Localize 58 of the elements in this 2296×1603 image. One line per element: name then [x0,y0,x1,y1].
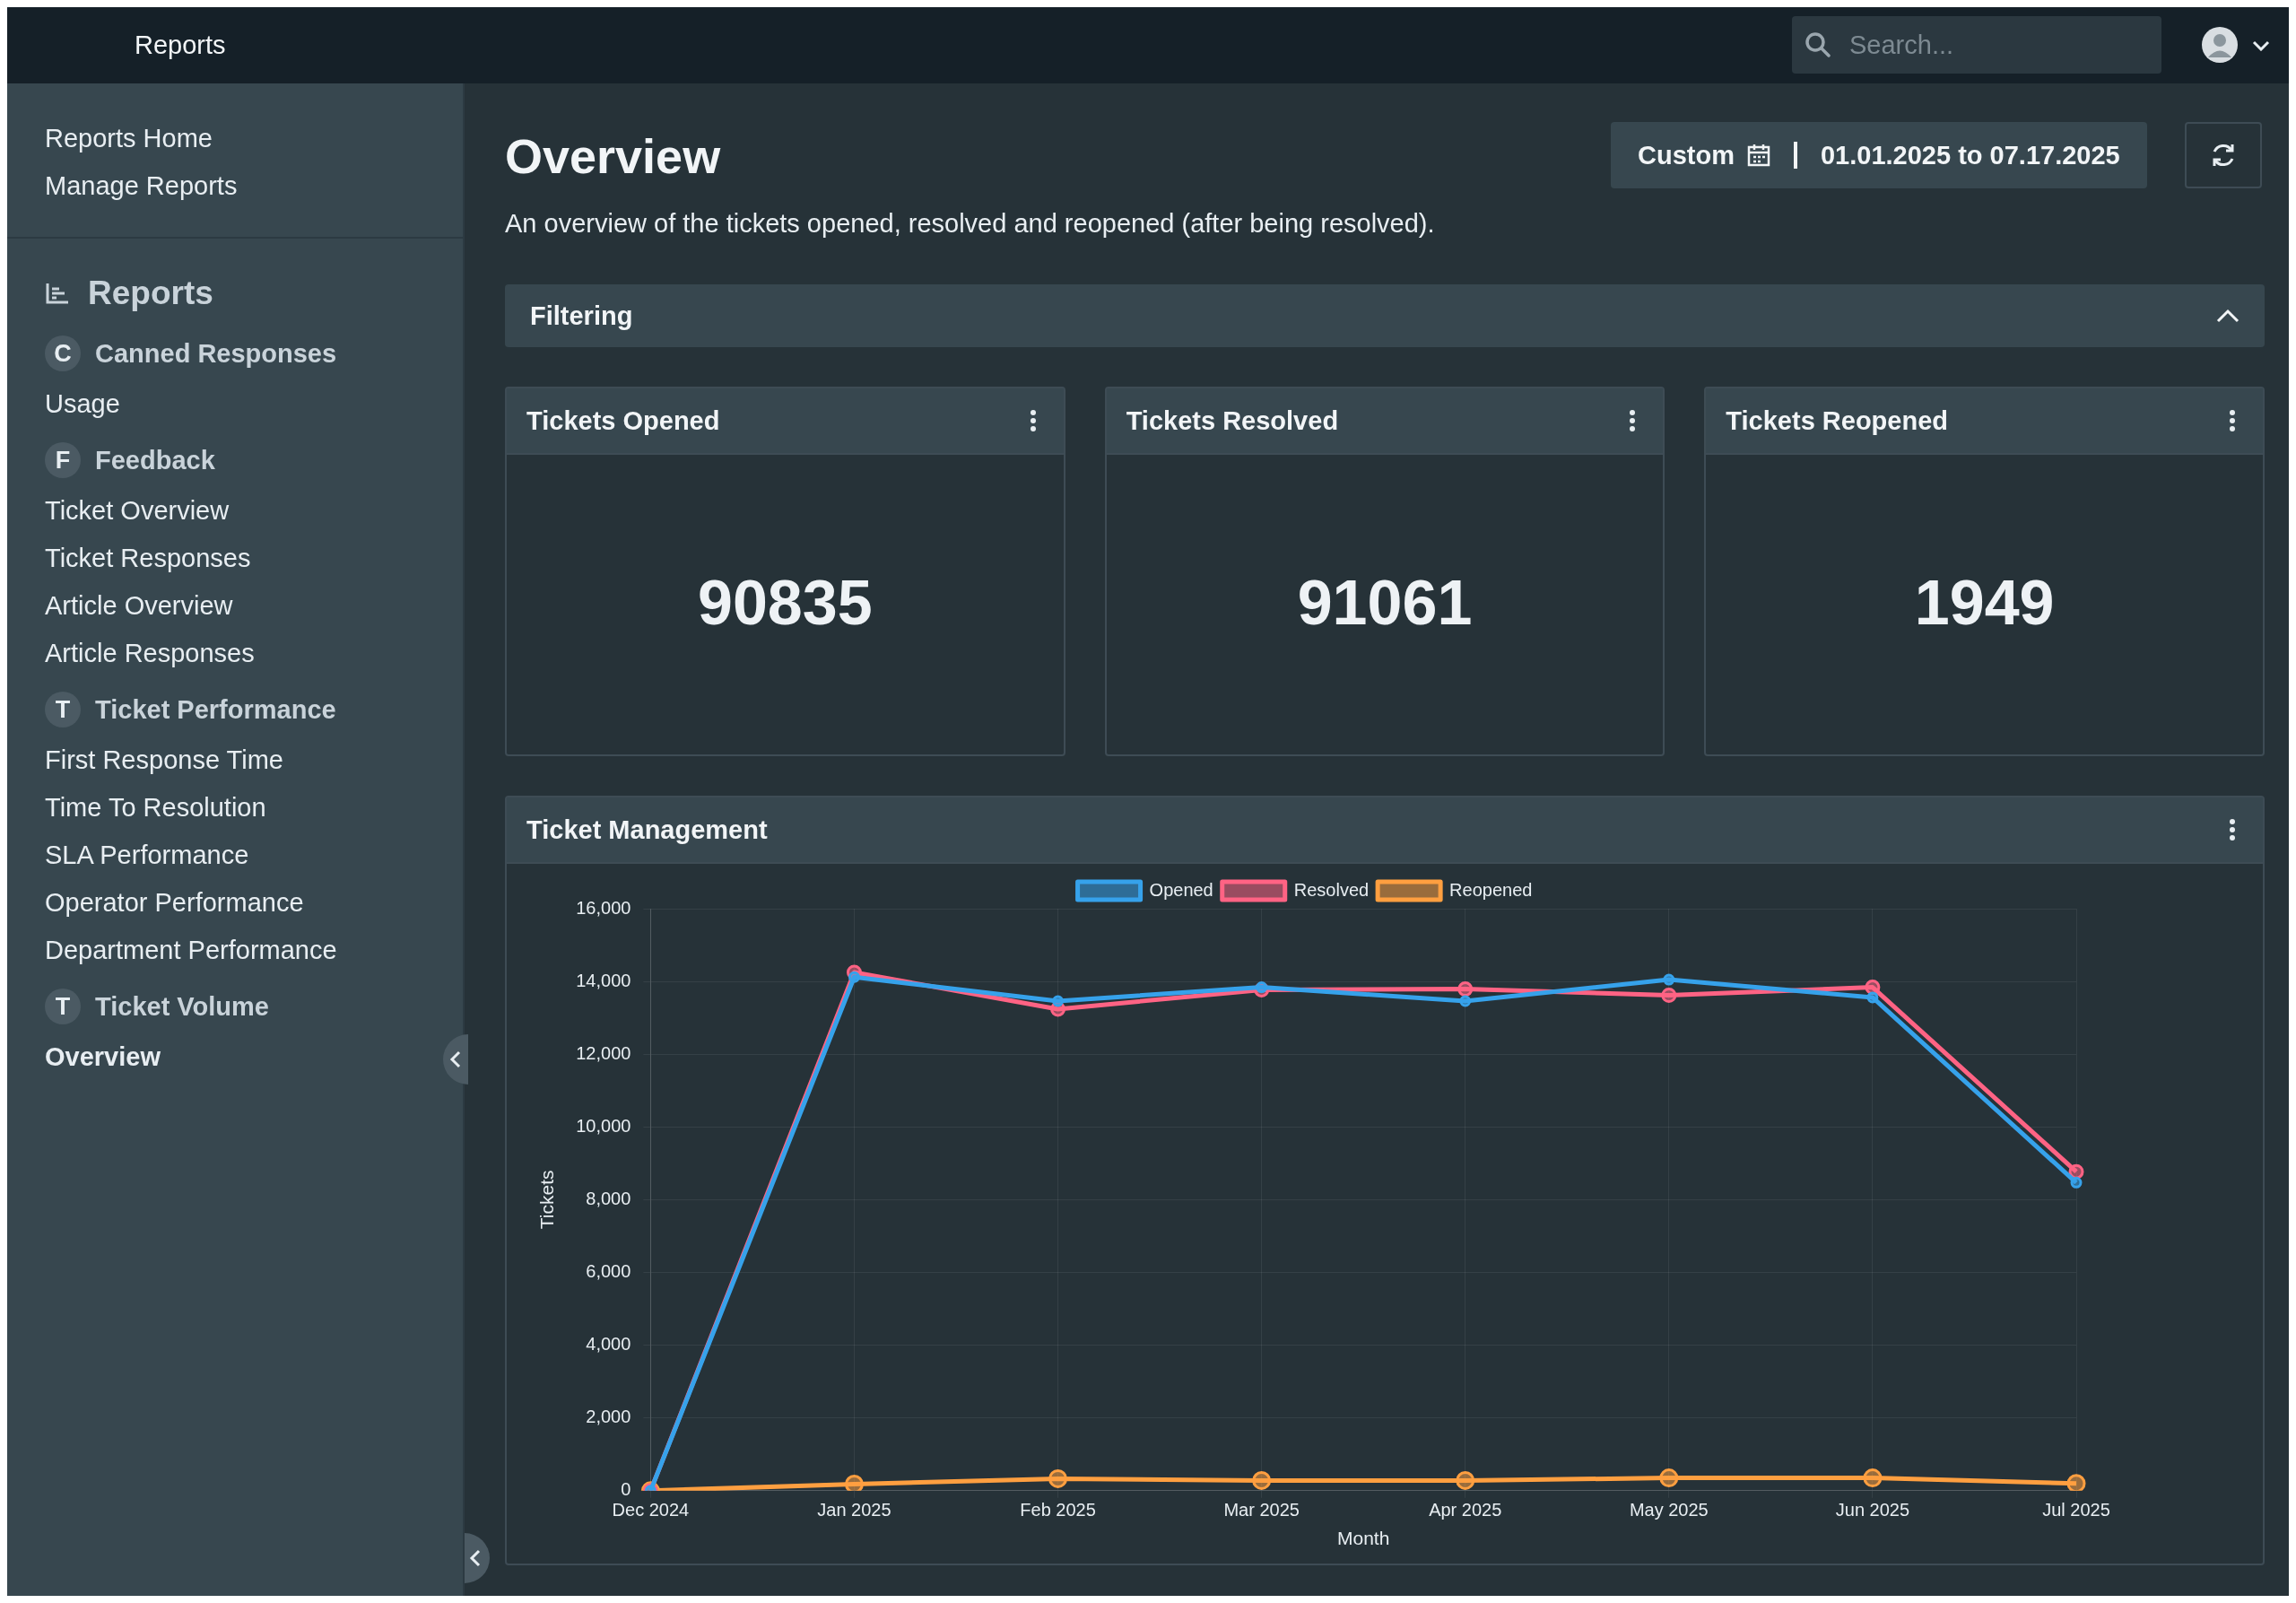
y-tick-label: 16,000 [576,897,631,918]
text: 91061 [1297,567,1473,639]
legend-label: Reopened [1449,879,1533,900]
text: 01.01.2025 to 07.17.2025 [1820,140,2120,170]
x-tick-label: Jun 2025 [1835,1500,1910,1520]
text: Canned Responses [95,338,337,369]
text: An overview of the tickets opened, resolved and reopened (after being resolved). [505,209,1435,238]
y-tick-label: 0 [621,1479,631,1500]
text: First Response Time [45,745,283,774]
text: Operator Performance [45,888,304,917]
chart-title: Ticket Management [526,815,768,845]
text: Tickets Reopened [1726,405,1949,436]
text: Reports [88,274,213,312]
text: SLA Performance [45,841,249,869]
text: Department Performance [45,936,337,964]
text: F [55,446,71,475]
text: T [55,992,71,1021]
text: Tickets Resolved [1126,405,1339,436]
text: Reports Home [45,124,213,152]
y-tick-label: 4,000 [586,1334,631,1355]
y-tick-label: 8,000 [586,1188,631,1208]
y-tick-label: 10,000 [576,1115,631,1136]
legend-label: Resolved [1293,879,1370,900]
y-tick-label: 2,000 [586,1407,631,1427]
text: Article Responses [45,639,255,667]
text: Usage [45,389,120,418]
text: Time To Resolution [45,793,266,822]
text: Ticket Responses [45,544,251,572]
x-tick-label: May 2025 [1629,1500,1709,1520]
text: Custom [1638,140,1735,170]
x-tick-label: Jan 2025 [817,1500,891,1520]
y-tick-label: 6,000 [586,1261,631,1282]
y-axis-title: Tickets [536,1170,558,1230]
text: C [54,339,72,368]
text: Filtering [530,301,633,330]
x-tick-label: Mar 2025 [1223,1500,1300,1520]
text: Article Overview [45,591,233,620]
legend-label: Opened [1149,879,1213,900]
x-tick-label: Feb 2025 [1020,1500,1096,1520]
y-tick-label: 14,000 [576,970,631,990]
x-tick-label: Jul 2025 [2042,1500,2110,1520]
text: Overview [45,1042,161,1071]
text: Overview [505,129,721,183]
text: Tickets Opened [526,405,720,436]
x-tick-label: Apr 2025 [1429,1500,1502,1520]
text: Feedback [95,445,215,475]
text: Ticket Overview [45,496,230,525]
x-axis-title: Month [1337,1528,1390,1549]
text: T [55,695,71,724]
text: Ticket Volume [95,991,269,1022]
text: 90835 [698,567,873,639]
x-tick-label: Dec 2024 [612,1500,690,1520]
text: Search... [1849,30,1954,59]
text: Ticket Performance [95,694,336,725]
text: Reports [135,30,226,59]
y-tick-label: 12,000 [576,1042,631,1063]
text: 1949 [1914,567,2055,639]
text: Manage Reports [45,171,238,200]
